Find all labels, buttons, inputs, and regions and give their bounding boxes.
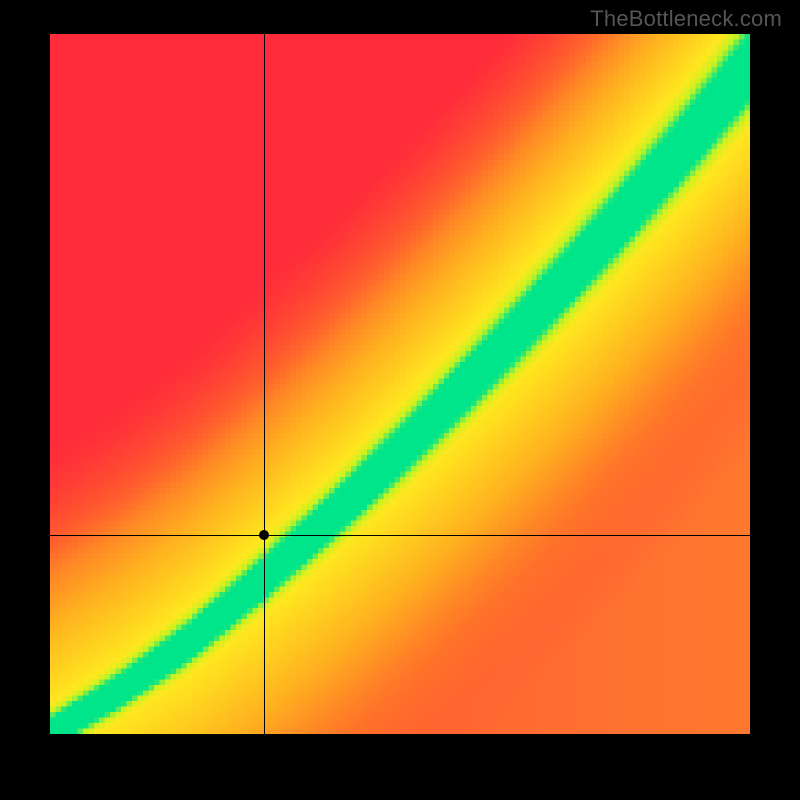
crosshair-marker (259, 530, 269, 540)
heatmap-canvas (50, 34, 750, 734)
watermark-text: TheBottleneck.com (590, 6, 782, 32)
plot-area (50, 34, 750, 734)
chart-container: TheBottleneck.com (0, 0, 800, 800)
crosshair-vertical (264, 34, 265, 734)
crosshair-horizontal (50, 535, 750, 536)
